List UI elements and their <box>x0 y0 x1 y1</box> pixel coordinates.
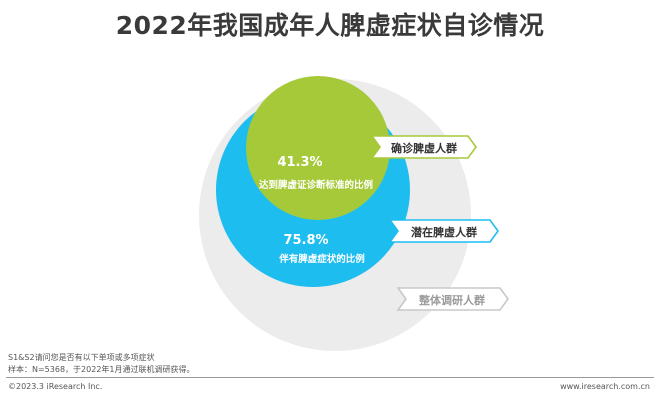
sample-note: 样本：N=5368，于2022年1月通过联机调研获得。 <box>8 365 195 374</box>
footer-divider <box>6 377 654 378</box>
diagnosed-value-label: 41.3% <box>277 155 322 170</box>
legend-label-potential: 潜在脾虚人群 <box>411 225 477 239</box>
diagnosed-description-label: 达到脾虚证诊断标准的比例 <box>259 179 373 191</box>
diagnosed-population-circle <box>246 76 390 220</box>
legend-tag-diagnosed: 确诊脾虚人群 <box>370 135 477 159</box>
legend-tag-overall: 整体调研人群 <box>396 287 509 311</box>
question-note: S1&S2请问您是否有以下单项或多项症状 <box>8 353 155 362</box>
potential-description-label: 伴有脾虚症状的比例 <box>278 253 365 265</box>
potential-value-label: 75.8% <box>283 233 328 248</box>
page-title: 2022年我国成年人脾虚症状自诊情况 <box>115 11 545 40</box>
copyright: ©2023.3 iResearch Inc. <box>8 382 103 391</box>
legend-tag-potential: 潜在脾虚人群 <box>388 219 499 243</box>
legend-label-diagnosed: 确诊脾虚人群 <box>391 141 457 155</box>
legend-label-overall: 整体调研人群 <box>418 293 485 307</box>
website-link[interactable]: www.iresearch.com.cn <box>560 382 650 391</box>
